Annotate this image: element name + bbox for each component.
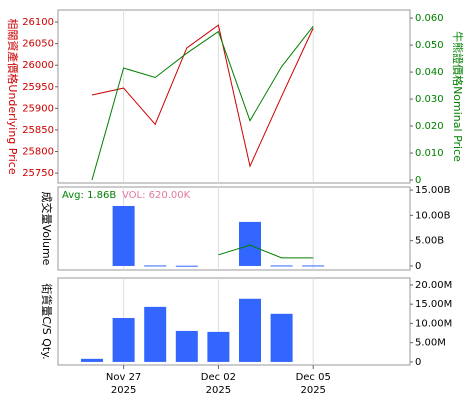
- y-axis-label: 相關資產價格Underlying Price: [6, 18, 20, 174]
- x-tick-year: 2025: [206, 385, 231, 396]
- y-tick-label: 25950: [22, 82, 54, 93]
- annotation: Avg: 1.86B: [62, 190, 116, 201]
- line: [91, 25, 314, 181]
- bar: [302, 265, 325, 267]
- bar: [239, 221, 261, 266]
- y-tick-label: 15.00B: [415, 185, 451, 196]
- plot-area: [57, 9, 411, 184]
- plot-area: [57, 277, 411, 366]
- y2-tick-label: 0: [415, 175, 421, 186]
- y-tick-label: 25800: [22, 147, 54, 158]
- y2-tick-label: 0.060: [415, 13, 444, 24]
- bar: [81, 358, 103, 362]
- y-tick-label: 25750: [22, 168, 54, 179]
- x-tick-year: 2025: [300, 385, 325, 396]
- y2-tick-label: 0.040: [415, 67, 444, 78]
- plot-area: [57, 186, 411, 271]
- x-tick-label: Dec 05: [296, 372, 331, 383]
- line: [91, 24, 314, 168]
- y-tick-label: 5.00M: [415, 338, 446, 349]
- y-tick-label: 0: [415, 261, 421, 272]
- y-tick-label: 25900: [22, 103, 54, 114]
- y-tick-label: 15.00M: [415, 299, 452, 310]
- line: [218, 244, 314, 259]
- y-tick-label: 26050: [22, 39, 54, 50]
- y2-tick-label: 0.020: [415, 121, 444, 132]
- bar: [144, 265, 167, 267]
- bar: [175, 265, 198, 267]
- bar: [239, 298, 261, 362]
- y-axis-label: 街貨量C/S Qty.: [40, 283, 54, 359]
- y-tick-label: 0: [415, 357, 421, 368]
- y2-tick-label: 0.030: [415, 94, 444, 105]
- y-tick-label: 25850: [22, 125, 54, 136]
- x-tick-label: Dec 02: [201, 372, 236, 383]
- bar: [207, 331, 230, 362]
- bar: [270, 265, 293, 267]
- y2-tick-label: 0.050: [415, 40, 444, 51]
- y-tick-label: 26100: [22, 17, 54, 28]
- bar: [144, 306, 167, 362]
- y2-axis-label: 牛熊證價格Nominal Price: [451, 31, 465, 162]
- bar: [112, 205, 135, 266]
- annotation: VOL: 620.00K: [122, 190, 191, 201]
- x-tick-label: Nov 27: [106, 372, 141, 383]
- y-tick-label: 20.00M: [415, 280, 452, 291]
- y-tick-label: 10.00M: [415, 318, 452, 329]
- y-tick-label: 5.00B: [415, 236, 444, 247]
- y2-tick-label: 0.010: [415, 148, 444, 159]
- y-tick-label: 26000: [22, 60, 54, 71]
- bar: [270, 313, 293, 362]
- bar: [175, 330, 198, 362]
- y-axis-label: 成交量Volume: [40, 192, 54, 266]
- bar: [112, 318, 135, 362]
- y-tick-label: 10.00B: [415, 210, 451, 221]
- x-tick-year: 2025: [111, 385, 136, 396]
